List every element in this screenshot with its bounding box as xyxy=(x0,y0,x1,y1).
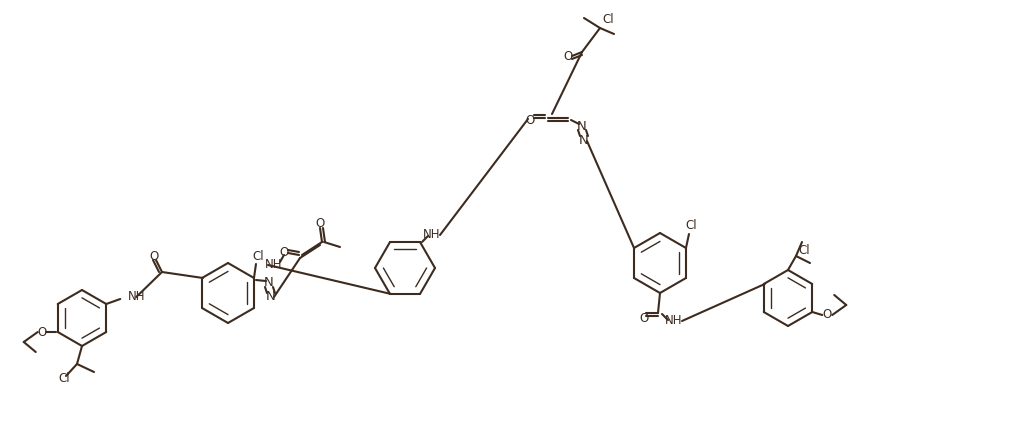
Text: O: O xyxy=(525,113,534,126)
Text: N: N xyxy=(264,276,274,290)
Text: N: N xyxy=(579,133,589,146)
Text: O: O xyxy=(37,326,46,338)
Text: Cl: Cl xyxy=(685,219,697,232)
Text: Cl: Cl xyxy=(252,249,264,262)
Text: N: N xyxy=(577,119,587,133)
Text: O: O xyxy=(639,313,648,326)
Text: NH: NH xyxy=(423,228,440,241)
Text: O: O xyxy=(564,50,573,62)
Text: O: O xyxy=(822,309,832,321)
Text: NH: NH xyxy=(128,290,145,303)
Text: NH: NH xyxy=(666,314,683,327)
Text: O: O xyxy=(280,246,289,259)
Text: Cl: Cl xyxy=(59,371,70,385)
Text: N: N xyxy=(266,290,276,303)
Text: Cl: Cl xyxy=(602,14,614,27)
Text: NH: NH xyxy=(266,259,283,272)
Text: O: O xyxy=(149,249,159,262)
Text: Cl: Cl xyxy=(798,243,810,256)
Text: O: O xyxy=(315,218,324,231)
